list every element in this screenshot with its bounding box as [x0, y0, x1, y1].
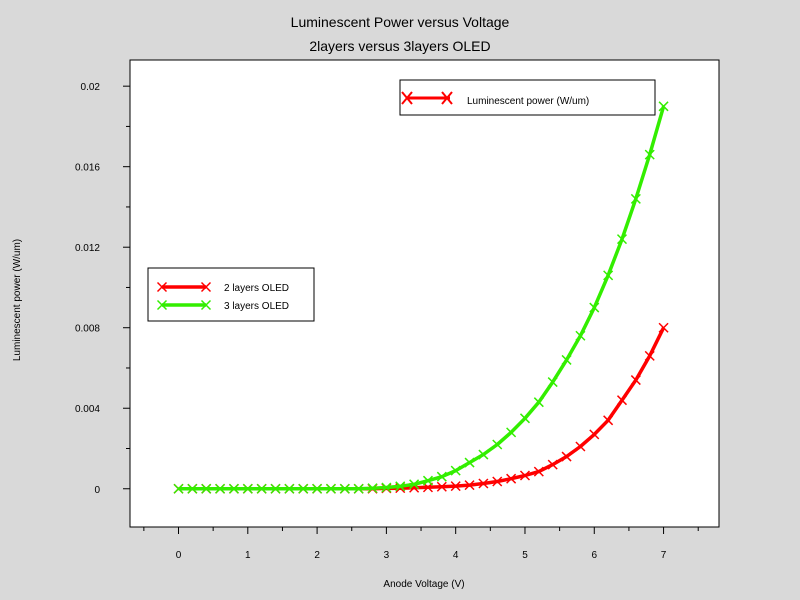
data-point	[464, 457, 475, 468]
y-axis-ticks: 0 0.004 0.008 0.012 0.016 0.02	[75, 82, 130, 496]
data-point	[644, 350, 655, 361]
legend-title-box: Luminescent power (W/um)	[399, 79, 656, 116]
y-tick-label: 0.004	[75, 404, 100, 415]
data-point	[658, 322, 669, 333]
data-point	[533, 397, 544, 408]
data-point	[284, 483, 295, 494]
data-point	[589, 429, 600, 440]
legend-swatch-marker	[156, 281, 168, 293]
data-point	[325, 483, 336, 494]
data-point	[228, 483, 239, 494]
data-point	[173, 483, 184, 494]
data-point	[409, 479, 420, 490]
data-point	[589, 302, 600, 313]
data-point	[215, 483, 226, 494]
legend-label: 2 layers OLED	[224, 283, 289, 294]
y-axis-label: Luminescent power (W/um)	[12, 239, 23, 361]
data-point	[312, 483, 323, 494]
data-point	[519, 413, 531, 424]
data-point	[575, 441, 586, 452]
data-point	[506, 473, 517, 484]
y-tick-label: 0.02	[81, 82, 101, 93]
data-point	[506, 427, 517, 438]
y-tick-label: 0.008	[75, 324, 100, 335]
legend-label: 3 layers OLED	[224, 301, 289, 312]
data-point	[367, 483, 378, 494]
data-point	[464, 480, 475, 491]
y-tick-label: 0.012	[75, 243, 100, 254]
data-point	[436, 481, 447, 492]
data-point	[270, 483, 281, 494]
x-tick-label: 1	[245, 550, 251, 561]
data-point	[603, 415, 614, 426]
data-point	[450, 481, 461, 492]
series-line	[178, 105, 666, 491]
x-tick-label: 4	[453, 550, 459, 561]
data-point	[478, 478, 489, 489]
legend-title-text: Luminescent power (W/um)	[467, 96, 589, 107]
series-2	[173, 101, 669, 494]
data-point	[547, 459, 558, 470]
data-point	[353, 483, 364, 494]
x-tick-label: 6	[591, 550, 597, 561]
series-layer	[173, 101, 669, 494]
data-point	[630, 375, 641, 386]
legend-title-marker-right	[441, 91, 453, 105]
data-point	[436, 471, 447, 482]
x-tick-label: 0	[176, 550, 182, 561]
data-point	[422, 475, 433, 486]
data-point	[201, 483, 212, 494]
data-point	[492, 439, 503, 450]
data-point	[630, 193, 641, 204]
legend: 2 layers OLED 3 layers OLED	[147, 267, 315, 322]
x-axis-label: Anode Voltage (V)	[383, 579, 464, 590]
data-point	[547, 377, 558, 388]
x-axis-ticks: 0 1 2 3 4 5 6 7	[143, 527, 699, 561]
legend-swatch-marker	[200, 281, 212, 293]
data-point	[603, 270, 614, 281]
chart-title: Luminescent Power versus Voltage	[291, 14, 510, 30]
data-point	[658, 101, 669, 112]
data-point	[256, 483, 267, 494]
data-point	[395, 481, 406, 492]
data-point	[381, 482, 392, 493]
data-point	[561, 354, 572, 365]
y-tick-label: 0.016	[75, 163, 100, 174]
data-point	[187, 483, 198, 494]
data-point	[478, 449, 489, 460]
legend-swatch-marker	[200, 299, 212, 311]
data-point	[298, 483, 309, 494]
x-tick-label: 5	[522, 550, 528, 561]
data-point	[644, 149, 655, 160]
data-point	[242, 483, 253, 494]
legend-swatch-marker	[156, 299, 168, 311]
data-point	[575, 330, 586, 341]
y-tick-label: 0	[94, 485, 100, 496]
data-point	[561, 451, 572, 462]
data-point	[616, 234, 628, 245]
x-tick-label: 2	[314, 550, 320, 561]
legend-title-marker-left	[401, 91, 413, 105]
x-tick-label: 3	[384, 550, 390, 561]
chart-subtitle: 2layers versus 3layers OLED	[309, 38, 490, 54]
data-point	[616, 395, 628, 406]
data-point	[339, 483, 350, 494]
data-point	[450, 465, 461, 476]
legend-frame	[147, 267, 315, 322]
x-tick-label: 7	[661, 550, 667, 561]
data-point	[519, 470, 531, 481]
data-point	[533, 466, 544, 477]
legend-item: 2 layers OLED	[156, 281, 289, 294]
data-point	[492, 476, 503, 487]
legend-item: 3 layers OLED	[156, 299, 289, 312]
